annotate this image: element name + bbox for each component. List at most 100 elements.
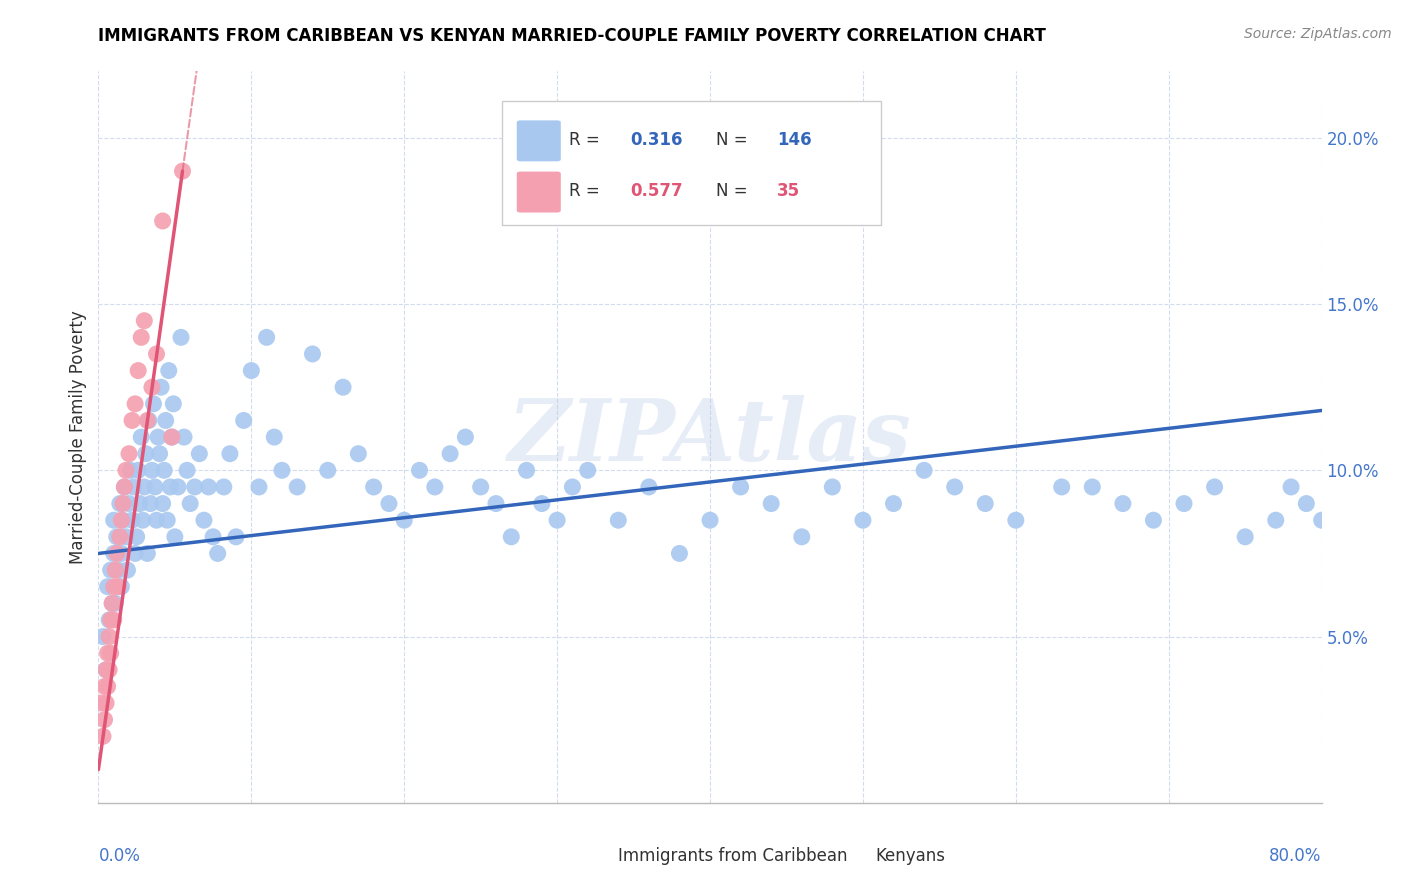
Point bbox=[1204, 480, 1226, 494]
Point bbox=[240, 363, 263, 377]
Text: 80.0%: 80.0% bbox=[1270, 847, 1322, 864]
Point bbox=[285, 480, 308, 494]
Point bbox=[122, 480, 145, 494]
Point bbox=[107, 580, 129, 594]
Point bbox=[97, 646, 120, 660]
Point bbox=[127, 363, 149, 377]
Point bbox=[112, 480, 135, 494]
Point bbox=[93, 713, 115, 727]
Text: Source: ZipAtlas.com: Source: ZipAtlas.com bbox=[1244, 27, 1392, 41]
Point bbox=[172, 164, 194, 178]
Text: 0.316: 0.316 bbox=[630, 131, 683, 149]
Point bbox=[107, 563, 129, 577]
Point bbox=[138, 413, 160, 427]
Point bbox=[668, 546, 690, 560]
Text: N =: N = bbox=[716, 131, 754, 149]
Point bbox=[501, 530, 523, 544]
Point bbox=[146, 430, 169, 444]
Point bbox=[97, 580, 120, 594]
Point bbox=[97, 680, 120, 694]
Point bbox=[129, 330, 152, 344]
Point bbox=[821, 480, 844, 494]
Point bbox=[173, 430, 195, 444]
Point bbox=[134, 314, 156, 328]
Point bbox=[145, 513, 167, 527]
Point bbox=[546, 513, 568, 527]
FancyBboxPatch shape bbox=[578, 843, 616, 873]
Point bbox=[470, 480, 492, 494]
Point bbox=[152, 214, 174, 228]
Point bbox=[160, 430, 183, 444]
Text: Kenyans: Kenyans bbox=[875, 847, 945, 865]
Point bbox=[162, 397, 184, 411]
Text: 0.0%: 0.0% bbox=[98, 847, 141, 864]
Text: 35: 35 bbox=[778, 182, 800, 201]
Point bbox=[1234, 530, 1257, 544]
Point bbox=[121, 413, 143, 427]
Point bbox=[576, 463, 599, 477]
Point bbox=[125, 530, 148, 544]
Point bbox=[516, 463, 538, 477]
Point bbox=[136, 546, 159, 560]
Point bbox=[120, 463, 142, 477]
Point bbox=[193, 513, 215, 527]
Point bbox=[790, 530, 813, 544]
Point bbox=[117, 563, 139, 577]
Point bbox=[1326, 497, 1348, 511]
Point bbox=[110, 580, 132, 594]
Point bbox=[637, 480, 661, 494]
Point bbox=[105, 546, 128, 560]
Point bbox=[759, 497, 782, 511]
Text: 0.577: 0.577 bbox=[630, 182, 683, 201]
Text: Immigrants from Caribbean: Immigrants from Caribbean bbox=[619, 847, 848, 865]
Point bbox=[104, 596, 127, 610]
Point bbox=[561, 480, 583, 494]
Point bbox=[378, 497, 401, 511]
Point bbox=[90, 696, 112, 710]
Point bbox=[485, 497, 508, 511]
Point bbox=[1142, 513, 1164, 527]
Point bbox=[93, 680, 115, 694]
Point bbox=[136, 413, 159, 427]
Point bbox=[101, 596, 124, 610]
Point bbox=[974, 497, 997, 511]
Point bbox=[157, 363, 180, 377]
Point bbox=[363, 480, 385, 494]
Point bbox=[1371, 447, 1393, 461]
Point bbox=[1295, 497, 1317, 511]
Point bbox=[1050, 480, 1073, 494]
Point bbox=[408, 463, 430, 477]
Point bbox=[152, 497, 174, 511]
Point bbox=[1004, 513, 1026, 527]
Text: ZIPAtlas: ZIPAtlas bbox=[508, 395, 912, 479]
Point bbox=[852, 513, 875, 527]
Point bbox=[91, 729, 114, 743]
Point bbox=[124, 546, 146, 560]
Text: 146: 146 bbox=[778, 131, 811, 149]
Point bbox=[1081, 480, 1104, 494]
Point bbox=[1386, 430, 1406, 444]
Point bbox=[184, 480, 207, 494]
Point bbox=[100, 613, 122, 627]
Point bbox=[111, 497, 134, 511]
Point bbox=[256, 330, 278, 344]
Point bbox=[91, 630, 114, 644]
Text: IMMIGRANTS FROM CARIBBEAN VS KENYAN MARRIED-COUPLE FAMILY POVERTY CORRELATION CH: IMMIGRANTS FROM CARIBBEAN VS KENYAN MARR… bbox=[98, 27, 1046, 45]
Text: R =: R = bbox=[569, 131, 606, 149]
Point bbox=[110, 546, 132, 560]
Point bbox=[149, 447, 172, 461]
Y-axis label: Married-Couple Family Poverty: Married-Couple Family Poverty bbox=[69, 310, 87, 564]
Point bbox=[94, 696, 117, 710]
Point bbox=[1264, 513, 1286, 527]
Text: N =: N = bbox=[716, 182, 754, 201]
FancyBboxPatch shape bbox=[517, 120, 561, 161]
Point bbox=[943, 480, 966, 494]
Point bbox=[1112, 497, 1135, 511]
Point bbox=[197, 480, 219, 494]
Point bbox=[160, 430, 183, 444]
Point bbox=[170, 330, 193, 344]
Point bbox=[108, 530, 131, 544]
Point bbox=[179, 497, 201, 511]
Point bbox=[270, 463, 292, 477]
Point bbox=[202, 530, 225, 544]
